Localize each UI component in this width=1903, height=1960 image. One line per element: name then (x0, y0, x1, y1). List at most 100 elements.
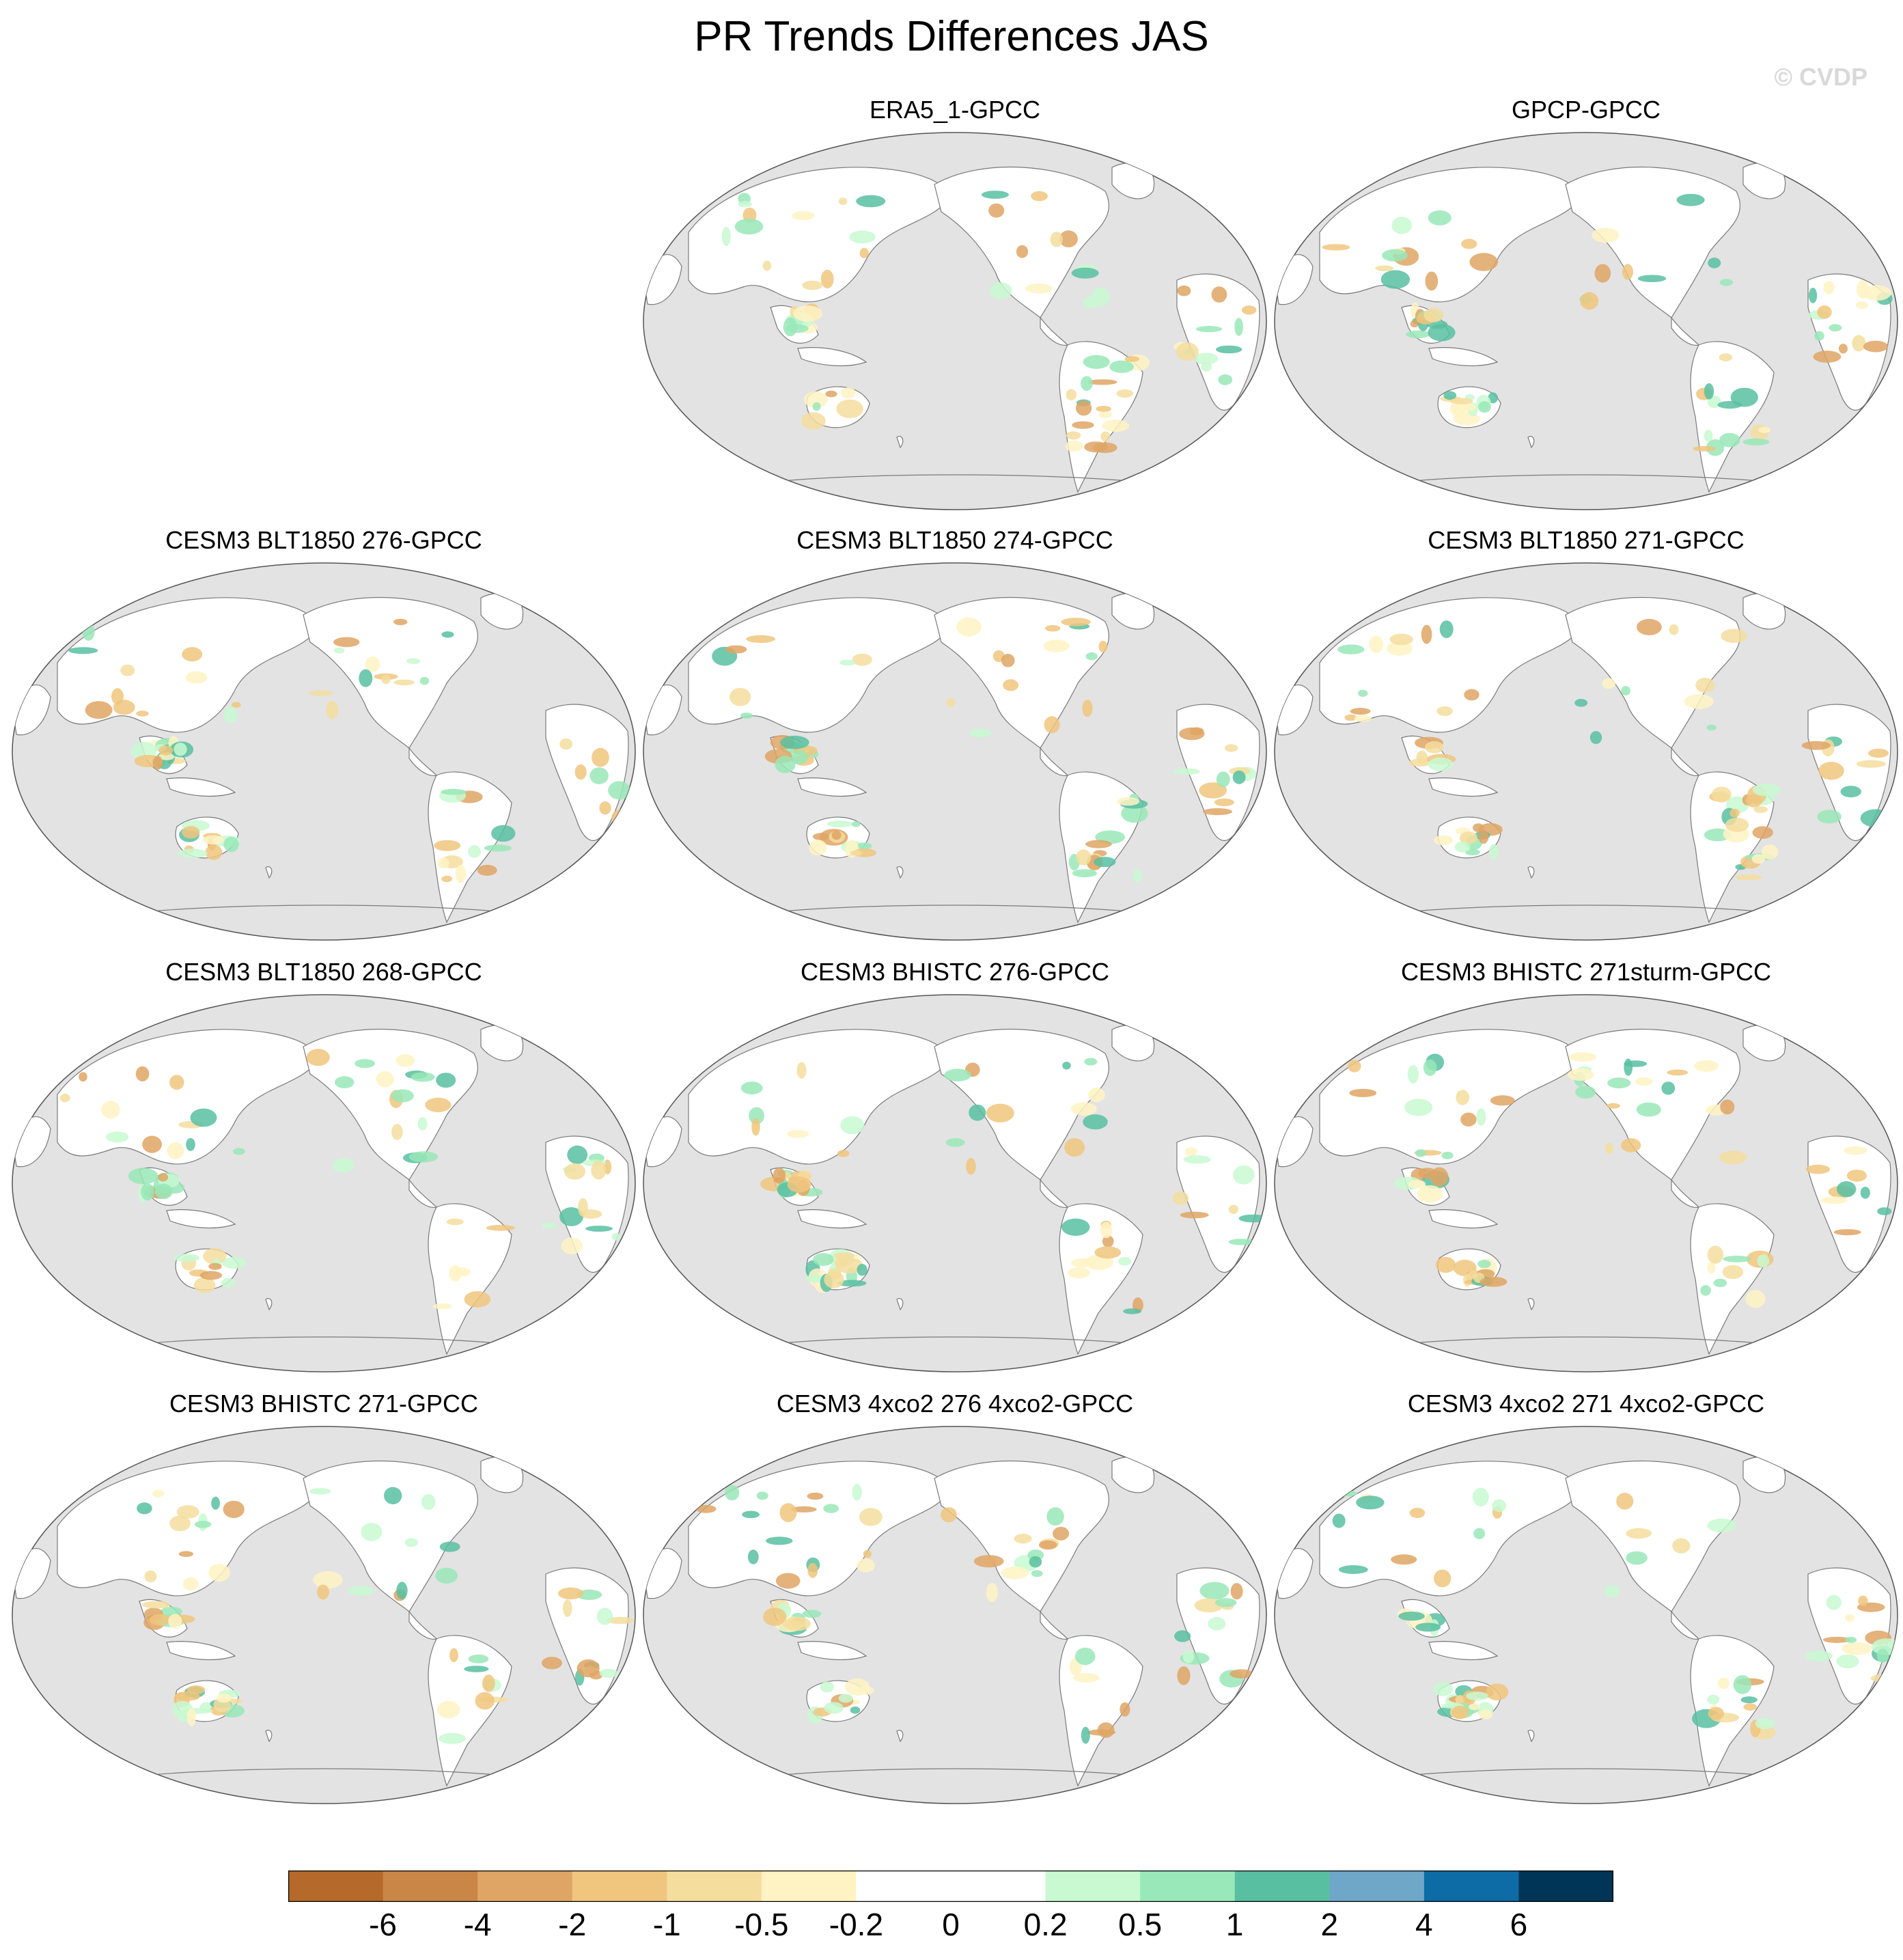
trend-patch (1428, 210, 1451, 225)
trend-patch (1863, 340, 1889, 353)
trend-patch (1358, 689, 1368, 697)
trend-patch (1415, 1149, 1426, 1157)
trend-patch (223, 1500, 245, 1519)
trend-patch (775, 1573, 801, 1589)
trend-patch (1455, 1695, 1465, 1705)
trend-patch (158, 1173, 169, 1182)
trend-patch (1093, 442, 1117, 454)
trend-patch (1820, 1196, 1848, 1204)
colorbar-swatch (1518, 1871, 1613, 1902)
colorbar-tick-label: -4 (463, 1907, 492, 1942)
trend-patch (365, 656, 380, 672)
panel-title: CESM3 BLT1850 268-GPCC (165, 958, 482, 986)
trend-patch (1061, 1218, 1090, 1236)
trend-patch (1434, 835, 1454, 846)
trend-patch (1605, 1142, 1614, 1155)
trend-patch (812, 833, 830, 841)
map-svg (1274, 132, 1898, 510)
trend-patch (1877, 1207, 1892, 1215)
trend-patch (85, 701, 113, 719)
trend-patch (113, 700, 135, 715)
trend-patch (1860, 1187, 1870, 1199)
trend-patch (468, 1654, 489, 1664)
map-panel: CESM3 4xco2 271 4xco2-GPCC (1272, 1390, 1900, 1813)
trend-patch (491, 825, 516, 842)
trend-patch (1858, 1595, 1868, 1607)
trend-patch (1580, 292, 1599, 310)
trend-patch (1228, 1204, 1238, 1214)
trend-patch (1100, 431, 1111, 442)
trend-patch (1096, 406, 1111, 412)
trend-patch (1100, 1221, 1113, 1239)
trend-patch (1706, 439, 1725, 456)
trend-patch (1200, 362, 1212, 372)
trend-patch (1076, 849, 1092, 866)
trend-patch (1708, 258, 1721, 268)
map-panel: CESM3 BLT1850 271-GPCC (1272, 526, 1900, 950)
trend-patch (809, 840, 827, 856)
trend-patch (1589, 731, 1602, 745)
trend-patch (306, 1049, 330, 1066)
trend-patch (335, 1076, 355, 1089)
trend-patch (559, 739, 573, 750)
colorbar-tick-label: 2 (1320, 1907, 1339, 1942)
trend-patch (813, 1253, 834, 1266)
trend-patch (740, 713, 753, 719)
trend-patch (1745, 795, 1762, 808)
landmass-islands1 (1428, 1641, 1499, 1661)
trend-patch (361, 1523, 383, 1541)
colorbar-tick-label: 1 (1225, 1907, 1244, 1942)
map-svg (12, 562, 636, 941)
trend-patch (1626, 1528, 1652, 1539)
trend-patch (1840, 786, 1861, 798)
trend-patch (1805, 1164, 1831, 1174)
landmass-antarctica (1374, 1336, 1798, 1348)
trend-patch (986, 1583, 998, 1602)
trend-patch (1068, 1267, 1090, 1279)
trend-patch (856, 195, 886, 208)
trend-patch (1813, 350, 1842, 363)
colorbar-swatch (1140, 1871, 1236, 1902)
trend-patch (831, 830, 842, 840)
trend-patch (333, 637, 360, 648)
trend-patch (589, 767, 609, 784)
trend-patch (696, 1504, 717, 1513)
trend-patch (1704, 430, 1713, 442)
colorbar-swatch (1423, 1871, 1519, 1902)
trend-patch (850, 1706, 861, 1714)
panel-title: CESM3 BLT1850 271-GPCC (1428, 526, 1745, 554)
trend-patch (1706, 724, 1717, 731)
trend-patch (211, 1496, 220, 1510)
trend-patch (946, 698, 956, 707)
trend-patch (734, 219, 764, 235)
trend-patch (1486, 1683, 1509, 1700)
trend-patch (790, 1506, 817, 1513)
trend-patch (969, 1104, 986, 1121)
colorbar-swatch (1045, 1871, 1141, 1902)
trend-patch (1182, 1650, 1195, 1664)
trend-patch (186, 1137, 195, 1151)
figure-title: PR Trends Differences JAS (694, 13, 1209, 60)
trend-patch (849, 230, 876, 244)
trend-patch (792, 211, 815, 221)
trend-patch (205, 844, 223, 860)
trend-patch (1065, 440, 1083, 452)
trend-patch (1407, 1065, 1419, 1083)
colorbar (288, 1871, 1613, 1902)
trend-patch (1667, 1069, 1689, 1076)
landmass-antarctica (742, 1768, 1167, 1780)
trend-patch (747, 1549, 759, 1564)
trend-patch (223, 706, 238, 723)
trend-patch (742, 1510, 760, 1519)
trend-patch (567, 1145, 588, 1164)
trend-patch (1735, 874, 1762, 881)
trend-patch (1398, 1612, 1425, 1621)
trend-patch (1084, 1058, 1098, 1066)
trend-patch (223, 836, 239, 853)
trend-patch (1391, 1554, 1417, 1565)
trend-patch (608, 781, 630, 800)
trend-patch (1087, 379, 1117, 385)
trend-patch (1053, 1526, 1070, 1541)
trend-patch (482, 1674, 495, 1692)
landmass-nz (1527, 436, 1535, 449)
